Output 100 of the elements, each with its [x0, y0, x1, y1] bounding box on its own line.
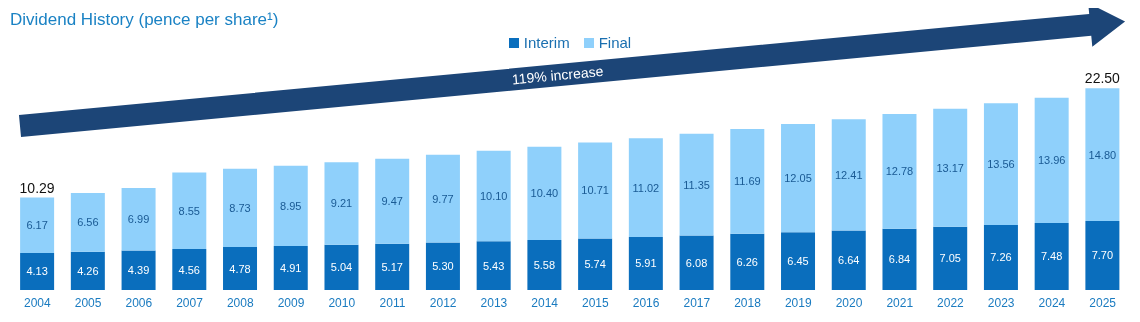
bar — [1085, 220, 1120, 290]
x-tick-label: 2016 — [632, 295, 660, 310]
data-label: 12.05 — [784, 172, 812, 185]
bar — [578, 238, 613, 290]
bar — [324, 244, 359, 290]
data-label: 13.56 — [987, 158, 1015, 171]
bar — [223, 247, 258, 290]
bar — [70, 192, 105, 252]
data-label: 9.77 — [432, 192, 454, 205]
data-label: 5.58 — [533, 258, 556, 271]
bar — [679, 133, 714, 236]
data-label: 14.80 — [1088, 148, 1117, 161]
legend-label: Final — [598, 34, 632, 51]
data-label: 10.71 — [581, 184, 609, 197]
data-label: 5.04 — [330, 261, 353, 274]
data-label: 4.78 — [229, 262, 251, 275]
bar — [933, 226, 968, 290]
bar — [730, 128, 765, 234]
data-label: 12.78 — [885, 165, 914, 178]
text: 119% increase — [511, 62, 605, 88]
x-tick-label: 2007 — [176, 295, 204, 310]
data-label: 7.70 — [1091, 249, 1114, 262]
bar — [324, 162, 359, 245]
chart-title: Dividend History (pence per share¹) — [10, 10, 279, 30]
bar — [933, 108, 968, 227]
data-label: 9.47 — [381, 195, 403, 208]
bar — [273, 165, 308, 246]
legend-label: Interim — [523, 34, 570, 51]
data-label: 7.26 — [990, 251, 1012, 264]
data-label: 7.05 — [939, 252, 961, 265]
data-label: 6.56 — [77, 216, 99, 229]
x-tick-label: 2023 — [987, 295, 1015, 310]
bar — [1034, 97, 1069, 223]
data-label: 6.08 — [685, 256, 708, 269]
data-label: 8.55 — [178, 204, 201, 217]
data-label: 10.10 — [479, 190, 508, 202]
bar — [628, 236, 663, 290]
bar — [70, 251, 105, 290]
data-label: 11.02 — [632, 181, 660, 194]
data-label: 7.48 — [1040, 250, 1063, 263]
data-label: 6.45 — [787, 255, 809, 268]
bar — [476, 150, 511, 242]
bar — [628, 138, 663, 237]
data-label: 4.26 — [77, 264, 99, 277]
data-label: 5.30 — [432, 260, 454, 273]
bar — [121, 187, 156, 251]
data-label: 6.64 — [838, 254, 860, 267]
data-label: 6.26 — [736, 255, 759, 268]
bar — [425, 154, 460, 243]
bar — [781, 124, 816, 233]
bar — [223, 168, 258, 248]
bar — [375, 158, 410, 244]
bar — [831, 119, 866, 231]
data-label: 6.17 — [26, 219, 48, 232]
data-label: 5.74 — [584, 258, 606, 271]
x-tick-label: 2022 — [937, 295, 965, 310]
x-tick-label: 2006 — [125, 295, 153, 310]
bar — [425, 242, 460, 290]
x-tick-label: 2004 — [24, 295, 52, 310]
bar — [679, 235, 714, 290]
data-label: 13.96 — [1037, 154, 1066, 167]
data-label: 11.69 — [733, 175, 761, 188]
bar — [1085, 88, 1120, 221]
x-tick-label: 2024 — [1038, 295, 1066, 310]
data-label: 6.99 — [127, 213, 150, 226]
data-label: 8.73 — [229, 201, 251, 214]
data-label: 9.21 — [330, 197, 353, 210]
x-tick-label: 2011 — [379, 295, 406, 310]
bar — [1034, 222, 1069, 290]
bar — [527, 146, 562, 240]
x-tick-label: 2014 — [531, 295, 559, 310]
x-tick-label: 2012 — [429, 295, 457, 310]
bar — [882, 114, 917, 229]
data-label: 8.95 — [280, 199, 302, 212]
bar — [983, 103, 1018, 225]
data-label: 5.91 — [635, 257, 657, 270]
x-tick-label: 2017 — [683, 295, 711, 310]
data-label: 4.39 — [127, 264, 150, 277]
total-label: 10.29 — [19, 179, 55, 196]
x-tick-label: 2009 — [277, 295, 305, 310]
bar — [20, 252, 55, 290]
x-tick-label: 2025 — [1089, 295, 1117, 310]
data-label: 12.41 — [834, 168, 863, 181]
data-label: 5.43 — [482, 259, 505, 272]
bar — [578, 142, 613, 239]
bar — [20, 197, 55, 253]
x-tick-label: 2020 — [835, 295, 863, 310]
bar — [527, 239, 562, 290]
data-label: 4.13 — [26, 265, 48, 278]
bar — [831, 230, 866, 290]
x-tick-label: 2008 — [226, 295, 254, 310]
data-label: 13.17 — [936, 161, 964, 174]
data-label: 4.56 — [178, 263, 201, 276]
bar — [121, 250, 156, 290]
data-label: 10.40 — [530, 187, 559, 200]
data-label: 5.17 — [381, 260, 403, 273]
bar — [730, 233, 765, 290]
bar — [476, 241, 511, 290]
bar — [781, 232, 816, 290]
bar — [172, 172, 207, 250]
